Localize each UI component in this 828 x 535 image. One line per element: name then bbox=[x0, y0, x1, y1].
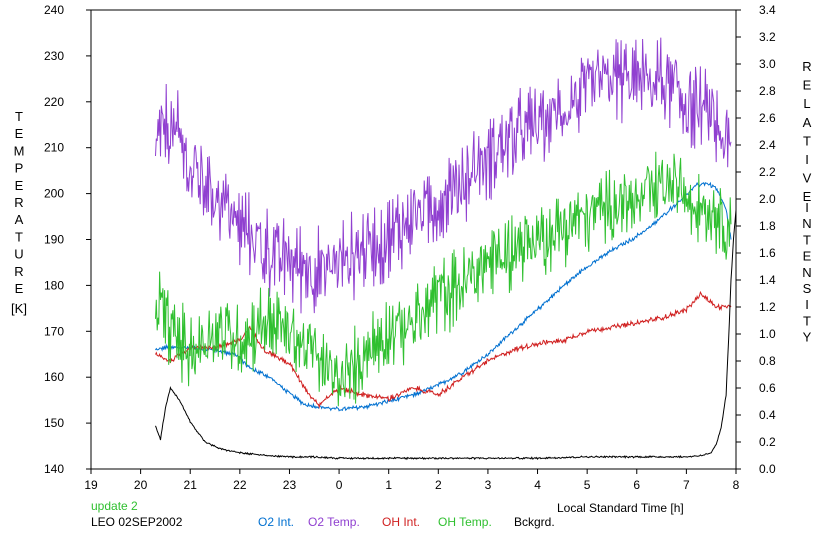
left-axis-label-letter: T bbox=[15, 229, 23, 244]
x-tick-label: 4 bbox=[534, 478, 541, 492]
legend: O2 Int. O2 Temp. OH Int. OH Temp. Bckgrd. bbox=[258, 515, 555, 529]
legend-item-o2-int: O2 Int. bbox=[258, 515, 294, 529]
right-axis-label-letter: T bbox=[803, 133, 811, 148]
left-axis-label-letter: E bbox=[15, 126, 24, 141]
left-axis-label-letter: E bbox=[15, 281, 24, 296]
y-right-tick-label: 2.8 bbox=[759, 84, 776, 98]
right-axis-label-letter: T bbox=[803, 232, 811, 247]
x-axis-label: Local Standard Time [h] bbox=[557, 501, 684, 515]
y-right-axis: 0.0 0.2 0.4 0.6 0.8 1.0 1.2 1.4 1.6 1.8 2.0 2.2 2.4 2… bbox=[736, 3, 776, 476]
y-right-tick-label: 3.2 bbox=[759, 30, 776, 44]
x-tick-label: 21 bbox=[184, 478, 198, 492]
right-axis-label-letter: Y bbox=[803, 330, 812, 345]
left-axis-label-letter: R bbox=[14, 264, 23, 279]
y-left-tick-label: 200 bbox=[44, 187, 64, 201]
x-tick-label: 1 bbox=[385, 478, 392, 492]
y-right-tick-label: 1.2 bbox=[759, 300, 776, 314]
x-tick-label: 3 bbox=[485, 478, 492, 492]
x-tick-label: 2 bbox=[435, 478, 442, 492]
y-right-tick-label: 0.6 bbox=[759, 381, 776, 395]
x-tick-label: 20 bbox=[134, 478, 148, 492]
right-axis-label-letter: T bbox=[803, 313, 811, 328]
y-left-tick-label: 240 bbox=[44, 3, 64, 17]
legend-item-oh-int: OH Int. bbox=[382, 515, 420, 529]
station-date-text: LEO 02SEP2002 bbox=[91, 515, 183, 529]
right-axis-label-letter: R bbox=[802, 59, 811, 74]
y-right-tick-label: 2.2 bbox=[759, 165, 776, 179]
update-status-text: update 2 bbox=[91, 499, 138, 513]
right-axis-label-letter: I bbox=[805, 297, 809, 312]
y-right-tick-label: 1.8 bbox=[759, 219, 776, 233]
y-right-tick-label: 3.4 bbox=[759, 3, 776, 17]
x-tick-label: 0 bbox=[336, 478, 343, 492]
left-axis-label-letter: M bbox=[14, 143, 25, 158]
y-left-tick-label: 190 bbox=[44, 233, 64, 247]
left-axis-label-letter: T bbox=[15, 109, 23, 124]
right-axis-label-letter: S bbox=[803, 281, 812, 296]
y-right-tick-label: 0.0 bbox=[759, 462, 776, 476]
left-axis-label-letter: U bbox=[14, 247, 23, 262]
series-line-o2-temp bbox=[155, 37, 732, 314]
right-axis-label-letter: V bbox=[803, 171, 812, 186]
y-right-tick-label: 0.8 bbox=[759, 354, 776, 368]
legend-item-o2-temp: O2 Temp. bbox=[308, 515, 360, 529]
left-axis-label-letter: E bbox=[15, 178, 24, 193]
x-tick-label: 5 bbox=[584, 478, 591, 492]
y-left-tick-label: 210 bbox=[44, 141, 64, 155]
x-tick-label: 22 bbox=[233, 478, 247, 492]
left-axis-label-letter: P bbox=[15, 161, 24, 176]
right-axis-label-letter: E bbox=[803, 78, 812, 93]
y-right-tick-label: 2.4 bbox=[759, 138, 776, 152]
y-left-tick-label: 160 bbox=[44, 370, 64, 384]
legend-item-oh-temp: OH Temp. bbox=[438, 515, 492, 529]
y-right-tick-label: 2.0 bbox=[759, 192, 776, 206]
right-axis-label-letter: A bbox=[803, 115, 812, 130]
series-line-oh-temp bbox=[155, 151, 732, 407]
right-axis-label-letter: E bbox=[803, 249, 812, 264]
right-axis-label-letter: N bbox=[802, 216, 811, 231]
y-left-tick-label: 170 bbox=[44, 324, 64, 338]
series-line-o2-int bbox=[155, 181, 732, 412]
legend-item-background: Bckgrd. bbox=[514, 515, 555, 529]
x-tick-label: 23 bbox=[283, 478, 297, 492]
y-left-tick-label: 150 bbox=[44, 416, 64, 430]
left-axis-label-letter: A bbox=[15, 212, 24, 227]
y-left-tick-label: 140 bbox=[44, 462, 64, 476]
y-left-tick-label: 230 bbox=[44, 49, 64, 63]
y-right-tick-label: 0.4 bbox=[759, 408, 776, 422]
series-layer bbox=[155, 37, 737, 461]
x-tick-label: 6 bbox=[633, 478, 640, 492]
right-axis-label-letter: I bbox=[805, 200, 809, 215]
x-tick-label: 7 bbox=[683, 478, 690, 492]
right-axis-label-letter: L bbox=[803, 96, 810, 111]
y-left-axis: 140 150 160 170 180 190 200 210 220 230 240 bbox=[44, 3, 91, 476]
y-left-tick-label: 220 bbox=[44, 95, 64, 109]
y-left-tick-label: 180 bbox=[44, 278, 64, 292]
y-right-tick-label: 1.0 bbox=[759, 327, 776, 341]
x-tick-label: 19 bbox=[84, 478, 98, 492]
x-tick-label: 8 bbox=[733, 478, 740, 492]
y-right-tick-label: 2.6 bbox=[759, 111, 776, 125]
y-right-tick-label: 1.4 bbox=[759, 273, 776, 287]
left-axis-label-letter: R bbox=[14, 195, 23, 210]
y-right-tick-label: 1.6 bbox=[759, 246, 776, 260]
series-line-background bbox=[155, 209, 737, 461]
left-axis-unit: [K] bbox=[11, 301, 27, 316]
right-axis-label-letter: N bbox=[802, 265, 811, 280]
right-axis-label-letter: E bbox=[803, 189, 812, 204]
right-axis-label-letter: I bbox=[805, 152, 809, 167]
y-right-tick-label: 3.0 bbox=[759, 57, 776, 71]
x-axis: 19 20 21 22 23 0 1 2 3 4 5 6 7 8 bbox=[84, 469, 740, 492]
y-right-tick-label: 0.2 bbox=[759, 435, 776, 449]
